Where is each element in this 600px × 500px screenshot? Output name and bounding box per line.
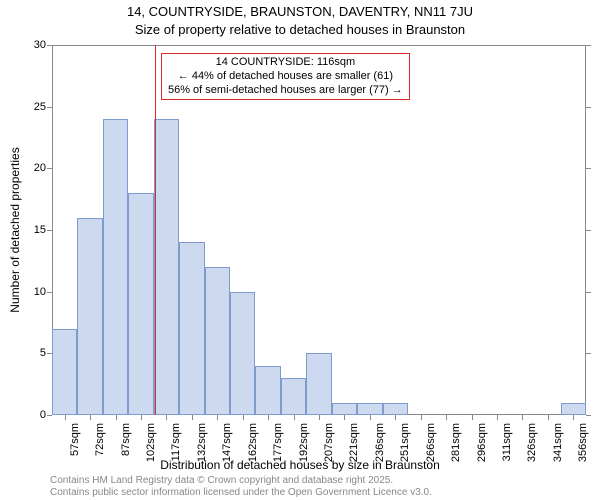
histogram-bar: [306, 353, 331, 415]
annotation-line2: 56% of semi-detached houses are larger (…: [168, 84, 403, 98]
footer-line1: Contains HM Land Registry data © Crown c…: [50, 475, 432, 487]
histogram-bar: [52, 329, 77, 415]
x-tick-label: 207sqm: [323, 423, 335, 473]
y-tick-label: 20: [34, 162, 46, 174]
x-tick-label: 102sqm: [145, 423, 157, 473]
x-tick-label: 266sqm: [425, 423, 437, 473]
chart-container: 14, COUNTRYSIDE, BRAUNSTON, DAVENTRY, NN…: [0, 0, 600, 500]
y-tick-label: 15: [34, 224, 46, 236]
x-tick-label: 192sqm: [298, 423, 310, 473]
x-tick-label: 117sqm: [170, 423, 182, 473]
y-axis-label: Number of detached properties: [8, 30, 22, 430]
x-tick-label: 341sqm: [552, 423, 564, 473]
histogram-bar: [205, 267, 230, 415]
histogram-bar: [77, 218, 102, 415]
y-tick-label: 0: [40, 409, 46, 421]
histogram-bar: [230, 292, 255, 415]
histogram-bar: [383, 403, 408, 415]
x-tick-label: 281sqm: [450, 423, 462, 473]
histogram-bar: [561, 403, 586, 415]
histogram-bar: [128, 193, 153, 415]
x-tick-label: 356sqm: [577, 423, 589, 473]
footer-attribution: Contains HM Land Registry data © Crown c…: [50, 475, 432, 498]
histogram-bar: [332, 403, 357, 415]
x-tick-label: 221sqm: [348, 423, 360, 473]
x-tick-label: 147sqm: [221, 423, 233, 473]
chart-title-line2: Size of property relative to detached ho…: [0, 22, 600, 37]
histogram-bar: [154, 119, 179, 415]
x-tick-label: 162sqm: [247, 423, 259, 473]
annotation-line1: ← 44% of detached houses are smaller (61…: [168, 70, 403, 84]
x-tick-label: 236sqm: [374, 423, 386, 473]
y-tick-label: 10: [34, 286, 46, 298]
footer-line2: Contains public sector information licen…: [50, 487, 432, 499]
y-tick-label: 25: [34, 101, 46, 113]
histogram-bar: [103, 119, 128, 415]
x-tick-label: 177sqm: [272, 423, 284, 473]
histogram-bar: [357, 403, 382, 415]
histogram-bar: [281, 378, 306, 415]
x-tick-label: 72sqm: [94, 423, 106, 473]
x-tick-label: 132sqm: [196, 423, 208, 473]
x-tick-label: 311sqm: [501, 423, 513, 473]
x-tick-label: 326sqm: [526, 423, 538, 473]
chart-title-line1: 14, COUNTRYSIDE, BRAUNSTON, DAVENTRY, NN…: [0, 4, 600, 19]
histogram-bar: [179, 242, 204, 415]
annotation-title: 14 COUNTRYSIDE: 116sqm: [168, 56, 403, 70]
y-tick-label: 5: [40, 347, 46, 359]
reference-line: [155, 45, 156, 415]
annotation-box: 14 COUNTRYSIDE: 116sqm← 44% of detached …: [161, 53, 410, 100]
histogram-bar: [255, 366, 280, 415]
x-tick-label: 87sqm: [120, 423, 132, 473]
x-tick-label: 57sqm: [69, 423, 81, 473]
x-tick-label: 296sqm: [476, 423, 488, 473]
x-tick-label: 251sqm: [399, 423, 411, 473]
y-tick-label: 30: [34, 39, 46, 51]
plot-area: 14 COUNTRYSIDE: 116sqm← 44% of detached …: [52, 45, 586, 415]
